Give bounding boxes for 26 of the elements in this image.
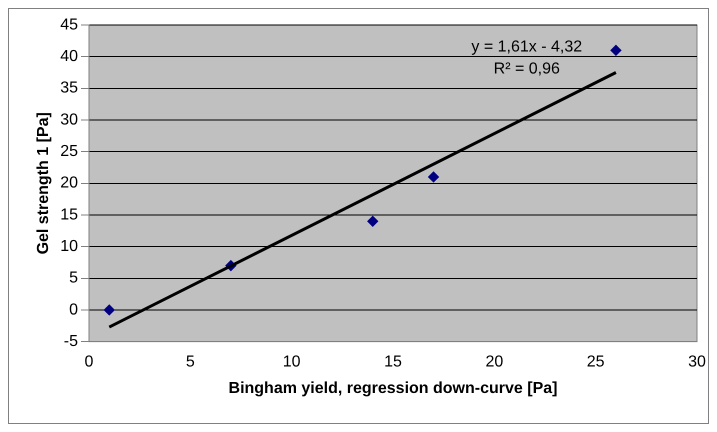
- y-tick-label: 10: [60, 238, 78, 256]
- y-tick-label: 45: [60, 16, 78, 34]
- x-tick-label: 0: [84, 354, 94, 371]
- x-tick-label: 30: [688, 354, 706, 371]
- x-tick-label: 15: [384, 354, 402, 371]
- x-tick-label: 20: [485, 354, 504, 371]
- y-tick-label: 20: [60, 174, 78, 192]
- annotation: y = 1,61x - 4,32: [471, 38, 582, 56]
- y-tick-label: 40: [60, 48, 78, 66]
- point: [367, 216, 378, 227]
- x-tick-label: 10: [282, 354, 301, 371]
- y-axis-title: Gel strength 1 [Pa]: [35, 112, 52, 254]
- point: [428, 171, 440, 182]
- y-tick-label: 0: [69, 301, 78, 318]
- y-tick-label: 30: [60, 111, 78, 128]
- point: [610, 44, 622, 56]
- x-axis-title: Bingham yield, regression down-curve [Pa]: [228, 380, 558, 397]
- y-tick-label: 15: [60, 206, 78, 224]
- x-tick-label: 5: [186, 354, 195, 371]
- y-tick-label: 25: [60, 143, 78, 160]
- annotation: R² = 0,96: [494, 60, 560, 78]
- x-tick-label: 25: [586, 354, 605, 371]
- point: [104, 304, 115, 316]
- y-tick-label: 5: [69, 270, 78, 287]
- y-tick-label: 35: [60, 80, 78, 97]
- y-tick-label: -5: [64, 333, 78, 350]
